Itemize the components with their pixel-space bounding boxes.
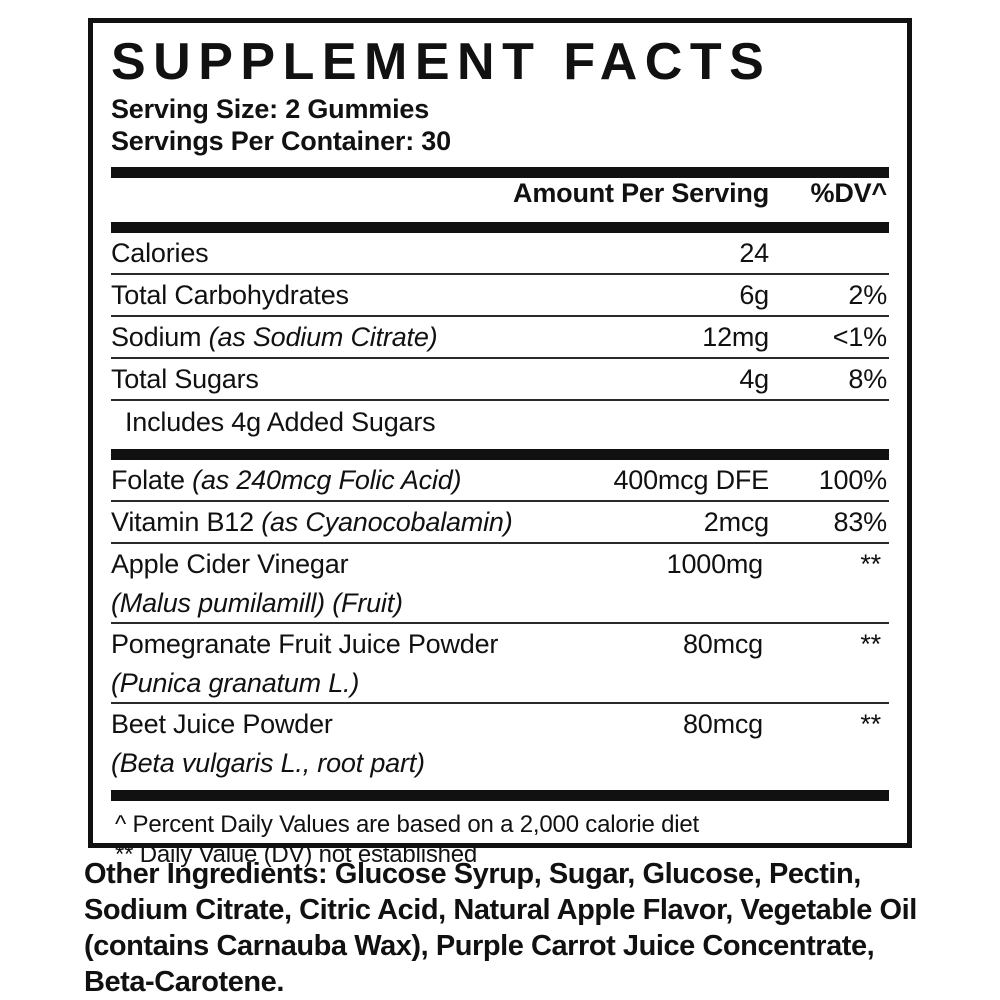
page-title: SUPPLEMENT FACTS [111,33,772,91]
other-ingredients-block: Other Ingredients: Glucose Syrup, Sugar,… [84,856,946,1000]
nutrient-name: Folate (as 240mcg Folic Acid) [111,465,462,495]
table-row: Pomegranate Fruit Juice Powder 80mcg ** [111,624,889,664]
table-row: Folate (as 240mcg Folic Acid) 400mcg DFE… [111,460,889,500]
ingredient-amount: 1000mg [666,549,764,579]
ingredient-dv: ** [860,549,881,579]
added-sugars-row: Includes 4g Added Sugars [125,407,436,437]
nutrient-amount: 6g [739,280,769,310]
divider-thin [111,273,889,275]
table-row: Sodium (as Sodium Citrate) 12mg <1% [111,317,889,357]
divider-thin [111,399,889,401]
nutrient-dv: 8% [848,364,887,394]
nutrient-name-italic: (as Cyanocobalamin) [261,507,513,537]
servings-per-container-line: Servings Per Container: 30 [111,126,451,156]
ingredient-dv: ** [860,629,881,659]
nutrient-dv: 2% [848,280,887,310]
table-row: Beet Juice Powder 80mcg ** [111,704,889,744]
table-row: Total Carbohydrates 6g 2% [111,275,889,315]
nutrient-amount: 4g [739,364,769,394]
divider-thick-under-headers [111,222,889,233]
table-row: Total Sugars 4g 8% [111,359,889,399]
nutrient-name-italic: (as Sodium Citrate) [208,322,438,352]
footnote-daily-values: ^ Percent Daily Values are based on a 2,… [115,811,699,838]
nutrient-dv: 100% [818,465,887,495]
column-header-row: Amount Per Serving %DV^ [111,178,889,222]
nutrient-amount: 400mcg DFE [613,465,769,495]
divider-thick-vitamins [111,449,889,460]
divider-thick-footnotes [111,790,889,801]
nutrient-name-italic: (as 240mcg Folic Acid) [192,465,462,495]
column-header-amount: Amount Per Serving [513,178,769,208]
ingredient-dv: ** [860,709,881,739]
divider-thin [111,622,889,624]
table-row: Calories 24 [111,233,889,273]
ingredient-amount: 80mcg [682,629,763,659]
divider-thin [111,542,889,544]
ingredient-name: Beet Juice Powder [111,709,333,739]
nutrient-amount: 2mcg [703,507,769,537]
nutrient-dv: <1% [832,322,887,352]
divider-thin [111,315,889,317]
other-ingredients-body: Glucose Syrup, Sugar, Glucose, Pectin, S… [84,858,917,998]
nutrient-name: Total Carbohydrates [111,280,349,310]
divider-thin [111,500,889,502]
divider-thin [111,702,889,704]
column-header-dv: %DV^ [810,178,888,208]
ingredient-latin-name: (Beta vulgaris L., root part) [111,748,425,778]
ingredient-name: Apple Cider Vinegar [111,549,349,579]
divider-thin [111,357,889,359]
ingredient-name: Pomegranate Fruit Juice Powder [111,629,499,659]
nutrient-amount: 12mg [702,322,769,352]
nutrient-amount: 24 [739,238,769,268]
table-row: Apple Cider Vinegar 1000mg ** [111,544,889,584]
nutrient-name: Calories [111,238,209,268]
nutrient-dv: 83% [833,507,888,537]
footnote-dv-not-established: ** Daily Value (DV) not established [115,841,478,868]
nutrient-name: Total Sugars [111,364,259,394]
nutrient-name: Sodium (as Sodium Citrate) [111,322,438,352]
nutrient-name: Vitamin B12 (as Cyanocobalamin) [111,507,513,537]
ingredient-amount: 80mcg [682,709,763,739]
table-row: Vitamin B12 (as Cyanocobalamin) 2mcg 83% [111,502,889,542]
other-ingredients-label: Other Ingredients: [84,858,328,890]
ingredient-latin-name: (Punica granatum L.) [111,668,360,698]
supplement-facts-panel: SUPPLEMENT FACTS Serving Size: 2 Gummies… [88,18,912,868]
ingredient-latin-name: (Malus pumilamill) (Fruit) [111,588,403,618]
serving-size-line: Serving Size: 2 Gummies [111,94,430,124]
divider-thick-top [111,167,889,178]
